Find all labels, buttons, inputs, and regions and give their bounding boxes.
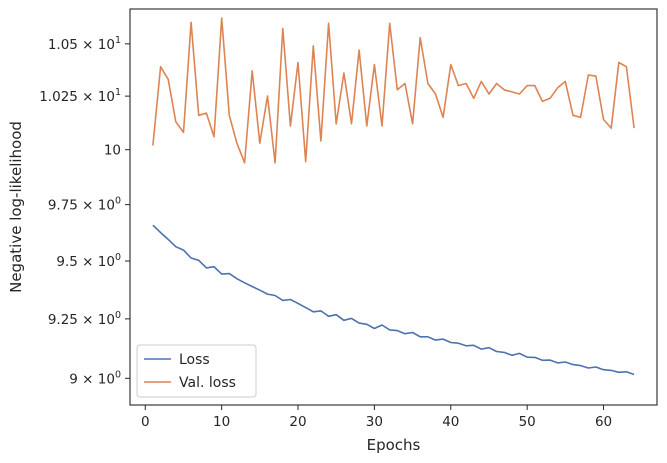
plot-lines bbox=[152, 17, 635, 376]
legend-label-loss: Loss bbox=[179, 352, 210, 368]
y-tick-label: 1.05 × 101 bbox=[48, 35, 121, 53]
y-axis: 9 × 100 9.25 × 100 9.5 × 100 9.75 × 100 10 1.… bbox=[39, 35, 130, 387]
x-axis: 0 10 20 30 40 50 60 bbox=[141, 405, 612, 430]
x-tick-label: 0 bbox=[141, 414, 150, 430]
legend-box bbox=[136, 344, 257, 398]
y-tick-label: 10 bbox=[104, 143, 121, 159]
y-tick-label: 9 × 100 bbox=[69, 369, 121, 387]
plot-frame bbox=[129, 8, 658, 406]
x-tick-label: 40 bbox=[442, 414, 459, 430]
x-tick-label: 30 bbox=[366, 414, 383, 430]
y-tick-label: 9.5 × 100 bbox=[56, 252, 121, 270]
y-tick-label: 1.025 × 101 bbox=[39, 87, 121, 105]
legend-label-val-loss: Val. loss bbox=[179, 375, 236, 391]
x-axis-title: Epochs bbox=[367, 436, 421, 454]
x-tick-label: 20 bbox=[289, 414, 306, 430]
series-line-val-loss bbox=[152, 17, 635, 164]
x-tick-label: 60 bbox=[595, 414, 612, 430]
x-tick-label: 50 bbox=[519, 414, 536, 430]
x-tick-label: 10 bbox=[213, 414, 230, 430]
series-line-loss bbox=[152, 224, 635, 376]
y-tick-label: 9.75 × 100 bbox=[48, 196, 121, 214]
legend: Loss Val. loss bbox=[136, 344, 257, 398]
y-tick-label: 9.25 × 100 bbox=[48, 310, 121, 328]
y-axis-title: Negative log-likelihood bbox=[7, 121, 25, 293]
